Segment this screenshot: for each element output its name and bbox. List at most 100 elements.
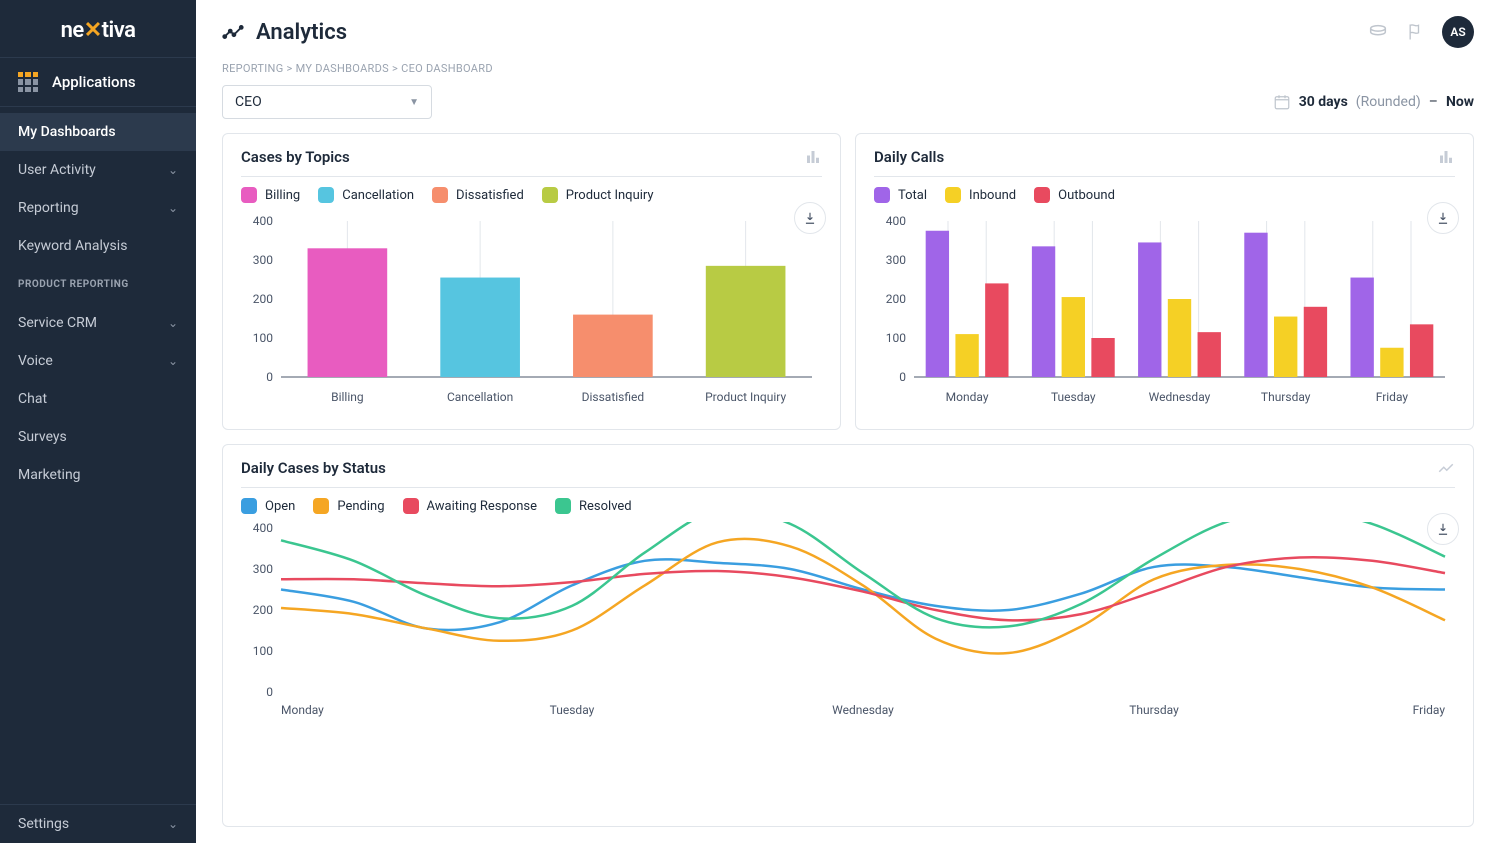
legend-swatch [241,498,257,514]
chart-daily-calls: 0100200300400MondayTuesdayWednesdayThurs… [874,211,1455,415]
sidebar-item-voice[interactable]: Voice ⌄ [0,342,196,380]
breadcrumb-link[interactable]: MY DASHBOARDS [296,62,389,75]
breadcrumb-link[interactable]: REPORTING [222,62,283,75]
calendar-icon [1273,93,1291,111]
legend-item[interactable]: Resolved [555,498,632,514]
sidebar-item-label: Chat [18,391,47,407]
legend-item[interactable]: Open [241,498,295,514]
page-header: Analytics AS [196,0,1500,58]
svg-text:200: 200 [886,292,906,306]
stack-icon[interactable] [1366,20,1390,44]
brand-logo: ne✕tiva [0,0,196,57]
legend: Total Inbound Outbound [874,187,1455,203]
sidebar-item-chat[interactable]: Chat [0,380,196,418]
toolbar: CEO ▼ 30 days (Rounded) – Now [196,85,1500,133]
legend-swatch [945,187,961,203]
sidebar-item-marketing[interactable]: Marketing [0,456,196,494]
svg-text:Wednesday: Wednesday [1149,390,1211,404]
svg-text:Friday: Friday [1413,703,1446,717]
dashboard-selector[interactable]: CEO ▼ [222,85,432,119]
card-daily-calls: Daily Calls TotalInboundOutbound 0100200… [855,133,1474,430]
legend-swatch [542,187,558,203]
legend-item[interactable]: Total [874,187,927,203]
chevron-down-icon: ⌄ [168,354,178,368]
legend-item[interactable]: Inbound [945,187,1016,203]
legend-label: Inbound [969,188,1016,203]
card-title: Daily Cases by Status [241,459,386,477]
sidebar-item-user-activity[interactable]: User Activity ⌄ [0,151,196,189]
svg-text:Tuesday: Tuesday [1051,390,1096,404]
legend: Open Pending Awaiting Response Resolved [241,498,1455,514]
nav-section-heading: PRODUCT REPORTING [0,265,196,298]
legend-swatch [1034,187,1050,203]
svg-text:Monday: Monday [281,703,324,717]
svg-text:Thursday: Thursday [1129,703,1179,717]
legend-label: Total [898,188,927,203]
page-title: Analytics [256,20,347,45]
nav-bottom: Service CRM⌄ Voice ⌄ Chat Surveys Marketing [0,298,196,494]
range-dash: – [1429,94,1438,110]
svg-text:Billing: Billing [331,390,364,404]
card-title: Cases by Topics [241,148,350,166]
legend-swatch [403,498,419,514]
svg-text:Dissatisfied: Dissatisfied [582,390,645,404]
legend-label: Resolved [579,499,632,514]
legend-item[interactable]: Product Inquiry [542,187,654,203]
legend-label: Awaiting Response [427,499,538,514]
svg-text:Tuesday: Tuesday [550,703,595,717]
line-chart-icon[interactable] [1437,459,1455,477]
svg-text:400: 400 [253,214,273,228]
legend-swatch [313,498,329,514]
sidebar-item-reporting[interactable]: Reporting⌄ [0,189,196,227]
svg-text:0: 0 [266,685,273,699]
flag-icon[interactable] [1404,20,1428,44]
legend-label: Dissatisfied [456,188,524,203]
date-range[interactable]: 30 days (Rounded) – Now [1273,93,1474,111]
breadcrumb: REPORTING > MY DASHBOARDS > CEO DASHBOAR… [196,58,1500,85]
legend-swatch [555,498,571,514]
sidebar-item-label: User Activity [18,162,96,178]
svg-text:0: 0 [266,370,273,384]
legend-item[interactable]: Billing [241,187,300,203]
svg-text:400: 400 [253,522,273,535]
legend-label: Pending [337,499,384,514]
svg-text:Cancellation: Cancellation [447,390,513,404]
applications-button[interactable]: Applications [0,57,196,107]
chevron-down-icon: ⌄ [168,163,178,177]
avatar-initials: AS [1450,25,1465,39]
legend-item[interactable]: Dissatisfied [432,187,524,203]
breadcrumb-link[interactable]: CEO DASHBOARD [401,62,493,75]
legend-label: Billing [265,188,300,203]
sidebar-item-keyword-analysis[interactable]: Keyword Analysis [0,227,196,265]
nav-top: My Dashboards User Activity ⌄ Reporting⌄ Key… [0,107,196,265]
legend-item[interactable]: Awaiting Response [403,498,538,514]
sidebar-item-label: Surveys [18,429,67,445]
sidebar-item-label: My Dashboards [18,124,116,140]
legend-item[interactable]: Cancellation [318,187,414,203]
svg-text:300: 300 [253,253,273,267]
bar-chart-icon[interactable] [804,148,822,166]
apps-grid-icon [18,72,38,92]
legend-swatch [432,187,448,203]
legend-label: Product Inquiry [566,188,654,203]
sidebar-item-label: Service CRM [18,315,97,331]
chart-daily-cases-status: 0100200300400MondayTuesdayWednesdayThurs… [241,522,1455,812]
sidebar-item-surveys[interactable]: Surveys [0,418,196,456]
dropdown-value: CEO [235,94,262,110]
svg-text:300: 300 [886,253,906,267]
chart-cases-by-topics: 0100200300400BillingCancellationDissatis… [241,211,822,415]
main-content: Analytics AS REPORTING > MY DASHBOARDS >… [196,0,1500,843]
bar-chart-icon[interactable] [1437,148,1455,166]
sidebar-item-my-dashboards[interactable]: My Dashboards [0,113,196,151]
user-avatar[interactable]: AS [1442,16,1474,48]
applications-label: Applications [52,73,136,91]
sidebar-item-settings[interactable]: Settings ⌄ [0,805,196,843]
brand-post: tiva [102,18,136,43]
now-label: Now [1446,94,1474,110]
sidebar-item-service-crm[interactable]: Service CRM⌄ [0,304,196,342]
sidebar-item-label: Keyword Analysis [18,238,127,254]
sidebar-item-label: Voice [18,353,53,369]
legend-item[interactable]: Pending [313,498,384,514]
legend-item[interactable]: Outbound [1034,187,1115,203]
svg-text:400: 400 [886,214,906,228]
